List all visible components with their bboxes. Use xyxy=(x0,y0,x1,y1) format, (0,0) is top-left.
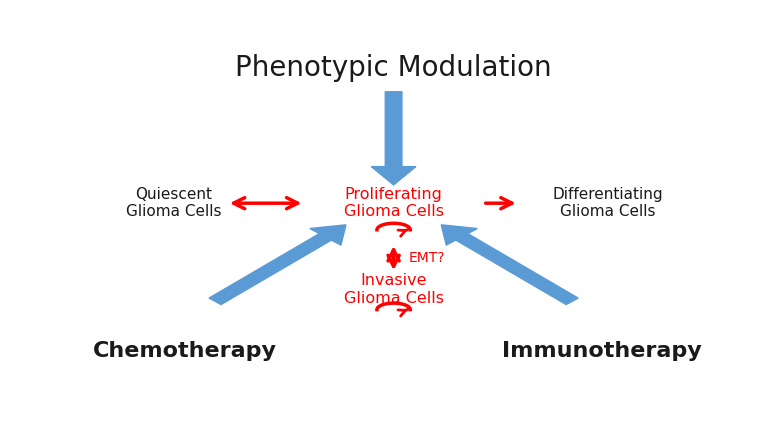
Text: Differentiating
Glioma Cells: Differentiating Glioma Cells xyxy=(552,187,664,219)
FancyArrow shape xyxy=(209,225,346,305)
Text: Phenotypic Modulation: Phenotypic Modulation xyxy=(235,54,552,83)
Text: EMT?: EMT? xyxy=(409,251,445,265)
Text: Proliferating
Glioma Cells: Proliferating Glioma Cells xyxy=(343,187,444,219)
FancyArrow shape xyxy=(441,225,578,305)
Text: Quiescent
Glioma Cells: Quiescent Glioma Cells xyxy=(126,187,221,219)
Text: Immunotherapy: Immunotherapy xyxy=(502,341,702,361)
FancyArrow shape xyxy=(371,92,416,185)
Text: Invasive
Glioma Cells: Invasive Glioma Cells xyxy=(343,273,444,306)
Text: Chemotherapy: Chemotherapy xyxy=(93,341,277,361)
